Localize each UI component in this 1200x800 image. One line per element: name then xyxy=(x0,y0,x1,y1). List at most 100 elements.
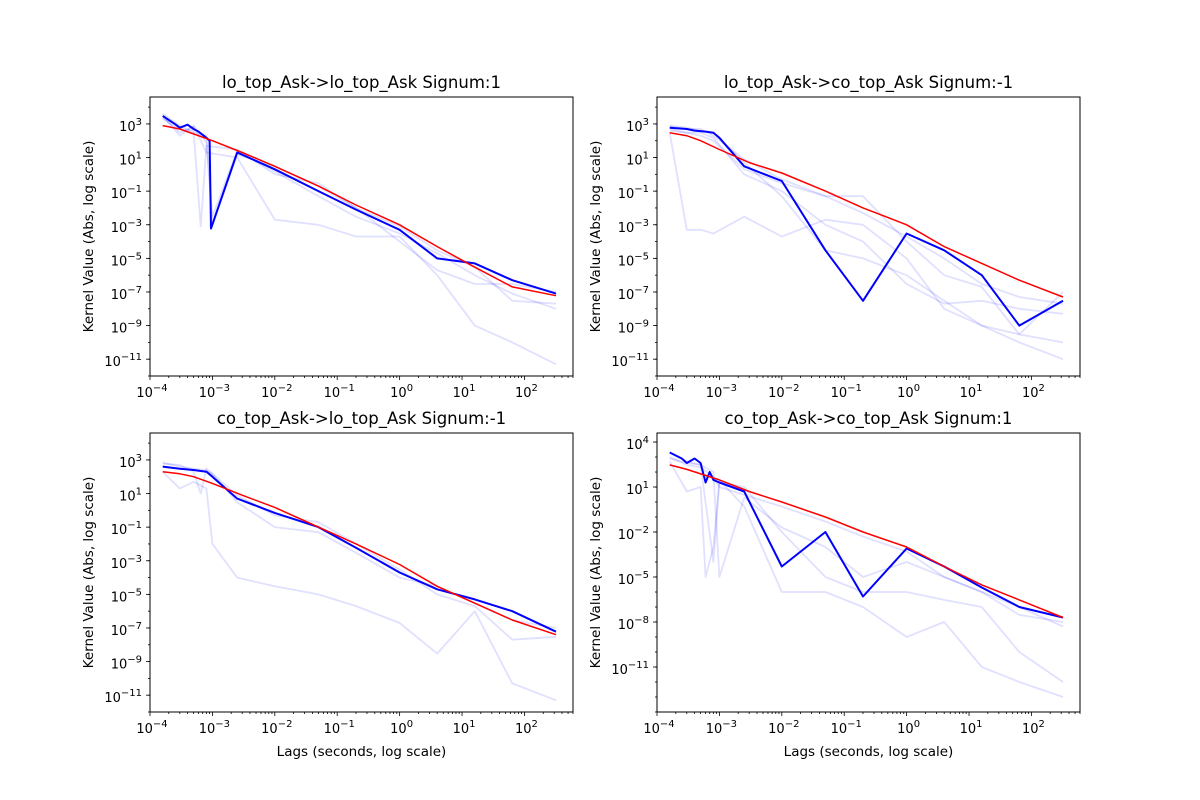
chart-title: lo_top_Ask->lo_top_Ask Signum:1 xyxy=(222,73,501,93)
fit-line xyxy=(669,464,1064,619)
y-tick-label: 103 xyxy=(119,117,142,135)
median-kernel-line xyxy=(162,115,557,295)
y-tick-label: 10−3 xyxy=(111,554,142,572)
y-tick-label: 101 xyxy=(119,151,142,169)
sample-kernel-line xyxy=(162,471,557,702)
y-axis-label: Kernel Value (Abs, log scale) xyxy=(588,477,604,669)
y-tick-label: 10−1 xyxy=(618,184,649,202)
sample-kernel-line xyxy=(162,113,557,305)
y-tick-label: 10−3 xyxy=(618,218,649,236)
x-tick-label: 102 xyxy=(515,383,538,401)
axes-frame xyxy=(656,96,1081,377)
y-tick-label: 104 xyxy=(626,435,649,453)
y-tick-label: 10−11 xyxy=(611,352,649,370)
x-axis-label: Lags (seconds, log scale) xyxy=(784,744,954,760)
x-tick-label: 100 xyxy=(897,719,920,737)
x-tick-label: 10−1 xyxy=(831,383,862,401)
x-tick-label: 10−2 xyxy=(261,383,292,401)
y-tick-label: 101 xyxy=(626,480,649,498)
median-kernel-line xyxy=(669,126,1064,327)
x-tick-label: 10−1 xyxy=(324,719,355,737)
fit-line xyxy=(162,124,557,297)
chart-title: co_top_Ask->lo_top_Ask Signum:-1 xyxy=(217,409,506,429)
axes-frame xyxy=(656,432,1081,713)
x-tick-label: 102 xyxy=(1022,383,1045,401)
y-tick-label: 10−7 xyxy=(111,285,142,303)
subplot-4: co_top_Ask->co_top_Ask Signum:1 Kernel Va… xyxy=(588,409,1081,760)
subplot-2: lo_top_Ask->co_top_Ask Signum:-1 Kernel V… xyxy=(588,73,1081,401)
y-axis-label: Kernel Value (Abs, log scale) xyxy=(588,141,604,333)
x-tick-label: 101 xyxy=(453,383,476,401)
y-tick-label: 10−11 xyxy=(104,688,142,706)
x-tick-label: 10−3 xyxy=(199,719,230,737)
x-tick-label: 10−3 xyxy=(706,383,737,401)
y-tick-label: 10−11 xyxy=(611,660,649,678)
y-tick-label: 10−1 xyxy=(111,184,142,202)
y-axis-label: Kernel Value (Abs, log scale) xyxy=(81,141,97,333)
subplot-3: co_top_Ask->lo_top_Ask Signum:-1 Kernel V… xyxy=(81,409,574,760)
plot-area xyxy=(162,461,557,702)
x-tick-label: 10−1 xyxy=(324,383,355,401)
y-tick-label: 101 xyxy=(626,151,649,169)
x-tick-label: 100 xyxy=(390,719,413,737)
sample-kernel-line xyxy=(162,118,557,293)
x-tick-label: 101 xyxy=(960,383,983,401)
y-tick-label: 10−7 xyxy=(111,621,142,639)
x-tick-label: 10−4 xyxy=(136,383,167,401)
x-tick-label: 100 xyxy=(897,383,920,401)
x-tick-label: 10−4 xyxy=(643,383,674,401)
sample-kernel-line xyxy=(669,128,1064,305)
x-tick-label: 10−4 xyxy=(136,719,167,737)
y-tick-label: 10−9 xyxy=(618,319,649,337)
y-tick-label: 103 xyxy=(626,117,649,135)
fit-line xyxy=(162,470,557,636)
subplot-1: lo_top_Ask->lo_top_Ask Signum:1 Kernel Va… xyxy=(81,73,574,401)
x-tick-label: 10−3 xyxy=(199,383,230,401)
x-tick-label: 10−2 xyxy=(768,719,799,737)
y-tick-label: 10−9 xyxy=(111,319,142,337)
chart-title: lo_top_Ask->co_top_Ask Signum:-1 xyxy=(724,73,1013,93)
sample-kernel-line xyxy=(162,115,557,366)
plot-area xyxy=(162,113,557,366)
x-tick-label: 10−3 xyxy=(706,719,737,737)
sample-kernel-line xyxy=(162,462,557,641)
y-tick-label: 103 xyxy=(119,453,142,471)
y-tick-label: 10−1 xyxy=(111,520,142,538)
y-tick-label: 10−5 xyxy=(618,570,649,588)
x-tick-label: 102 xyxy=(515,719,538,737)
sample-kernel-line xyxy=(669,129,1064,315)
y-tick-label: 10−7 xyxy=(618,285,649,303)
x-axis-label: Lags (seconds, log scale) xyxy=(277,744,447,760)
sample-kernel-line xyxy=(162,116,557,310)
x-tick-label: 10−2 xyxy=(768,383,799,401)
x-tick-label: 10−2 xyxy=(261,719,292,737)
sample-kernel-line xyxy=(669,451,1064,683)
x-tick-label: 101 xyxy=(960,719,983,737)
sample-kernel-line xyxy=(668,132,1064,361)
fit-line xyxy=(669,131,1064,298)
sample-kernel-line xyxy=(668,461,1064,698)
chart-title: co_top_Ask->co_top_Ask Signum:1 xyxy=(725,409,1013,429)
y-tick-label: 10−5 xyxy=(111,251,142,269)
axes-frame xyxy=(149,432,574,713)
x-tick-label: 100 xyxy=(390,383,413,401)
y-tick-label: 101 xyxy=(119,487,142,505)
y-tick-label: 10−5 xyxy=(111,587,142,605)
y-tick-label: 10−11 xyxy=(104,352,142,370)
median-kernel-line xyxy=(162,465,557,633)
x-tick-label: 102 xyxy=(1022,719,1045,737)
axes-frame xyxy=(149,96,574,377)
y-tick-label: 10−3 xyxy=(111,218,142,236)
y-axis-label: Kernel Value (Abs, log scale) xyxy=(81,477,97,669)
plot-area xyxy=(668,451,1064,698)
x-tick-label: 10−1 xyxy=(831,719,862,737)
plot-area xyxy=(668,124,1064,361)
y-tick-label: 10−9 xyxy=(111,655,142,673)
y-tick-label: 10−2 xyxy=(618,525,649,543)
sample-kernel-line xyxy=(669,124,1064,344)
y-tick-label: 10−5 xyxy=(618,251,649,269)
median-kernel-line xyxy=(669,451,1064,619)
x-tick-label: 10−4 xyxy=(643,719,674,737)
sample-kernel-line xyxy=(669,456,1064,628)
